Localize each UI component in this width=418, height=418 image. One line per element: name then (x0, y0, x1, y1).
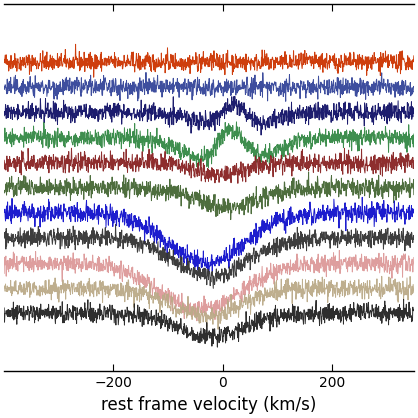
X-axis label: rest frame velocity (km/s): rest frame velocity (km/s) (101, 396, 317, 414)
